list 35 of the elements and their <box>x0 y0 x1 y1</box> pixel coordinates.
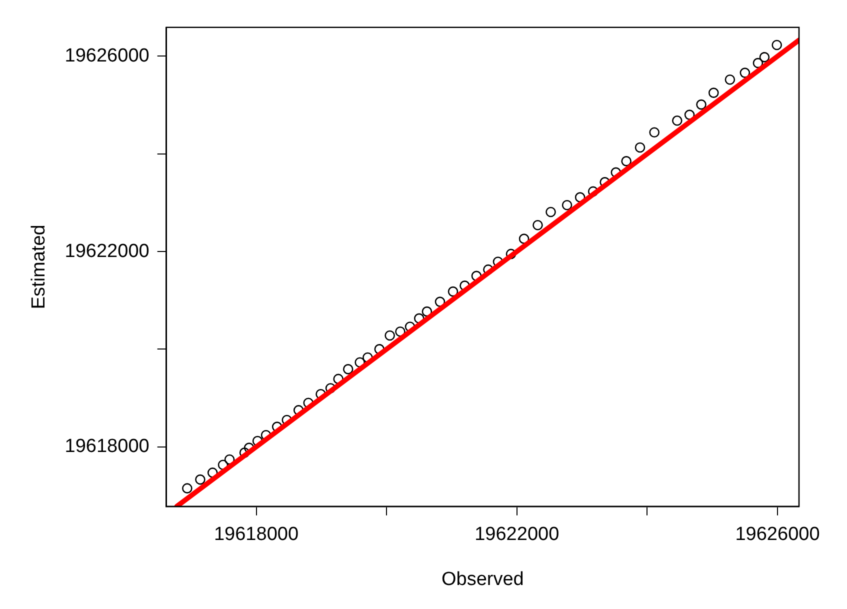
point <box>422 306 432 317</box>
point <box>448 286 458 297</box>
y-tick-label: 19626000 <box>64 45 150 66</box>
point <box>182 483 192 494</box>
y-tick-label: 19622000 <box>64 240 150 262</box>
point <box>649 127 660 138</box>
point <box>395 326 406 337</box>
point <box>562 200 572 210</box>
x-axis-title: Observed <box>441 568 524 590</box>
point <box>696 99 706 110</box>
point <box>532 220 543 230</box>
point <box>546 206 556 218</box>
point <box>195 474 206 485</box>
x-tick-label: 19626000 <box>735 524 820 546</box>
point <box>740 68 750 78</box>
point <box>434 296 446 307</box>
point <box>772 40 782 50</box>
point <box>574 192 586 202</box>
x-tick-label: 19618000 <box>214 524 299 546</box>
point <box>752 58 764 68</box>
y-tick-label: 19618000 <box>64 436 150 458</box>
point <box>518 234 530 244</box>
point <box>218 460 228 470</box>
point <box>621 156 632 166</box>
point <box>634 142 646 153</box>
point <box>224 454 235 465</box>
point <box>384 330 395 341</box>
x-tick-label: 19622000 <box>474 524 560 546</box>
point <box>342 364 354 374</box>
point <box>684 110 695 120</box>
point <box>708 88 719 98</box>
point <box>724 74 736 85</box>
point <box>759 52 770 62</box>
y-axis-title: Estimated <box>28 224 50 310</box>
point <box>672 116 682 126</box>
